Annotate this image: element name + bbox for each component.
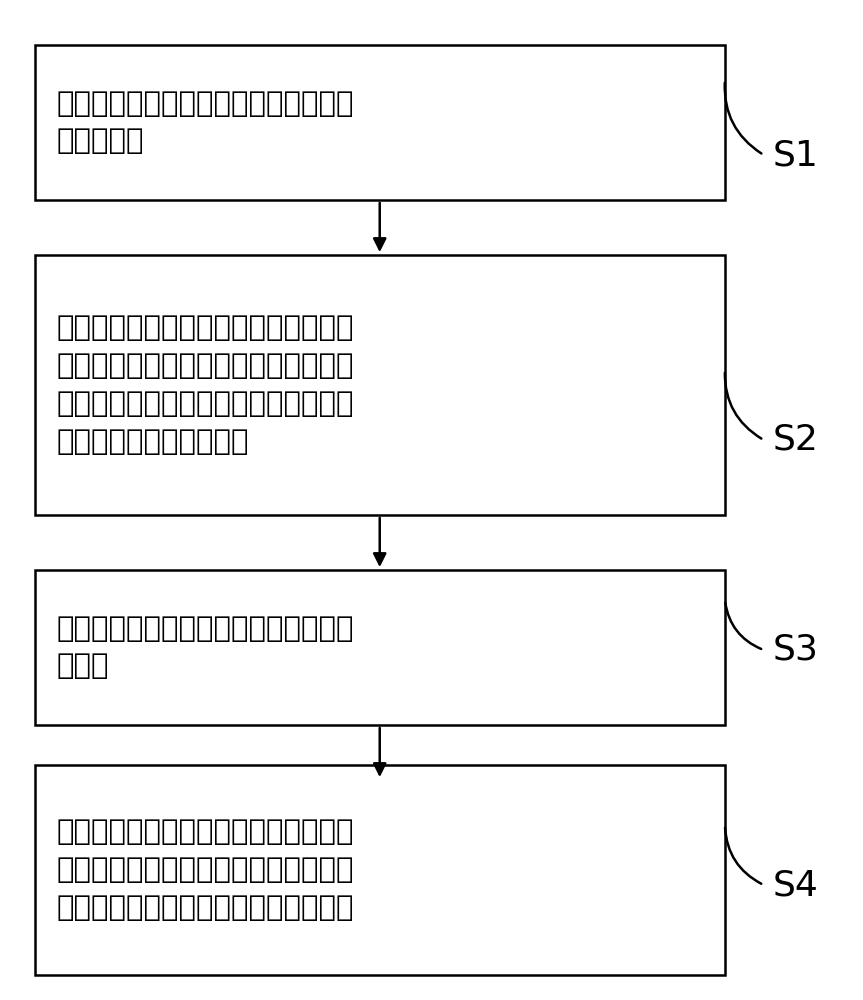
Text: 至少根据当前帧图像中图像像素点的运
动信息以及人体骨骼关键点坐标信息，
计算获得人体关节运动的运动测量信息: 至少根据当前帧图像中图像像素点的运 动信息以及人体骨骼关键点坐标信息， 计算获得… [56,818,354,922]
Text: 获取当前帧图像中的人体骨骼关键点坐
标信息: 获取当前帧图像中的人体骨骼关键点坐 标信息 [56,615,354,680]
Text: S4: S4 [772,868,818,902]
Text: S1: S1 [772,138,818,172]
Bar [35,570,725,725]
Bar [35,45,725,200]
Text: 从所述人体运动视频流中提取当前参考
图像及当前帧图像，根据所述当前参考
图像及当前帧图像计算获得当前帧图像
中图像像素点的运动信息: 从所述人体运动视频流中提取当前参考 图像及当前帧图像，根据所述当前参考 图像及当… [56,314,354,456]
Text: S3: S3 [772,633,818,667]
Text: S2: S2 [772,423,818,457]
Bar [35,765,725,975]
Bar [35,255,725,515]
Text: 基于光学的人体运动测量方法获取人体
运动视频流: 基于光学的人体运动测量方法获取人体 运动视频流 [56,90,354,155]
